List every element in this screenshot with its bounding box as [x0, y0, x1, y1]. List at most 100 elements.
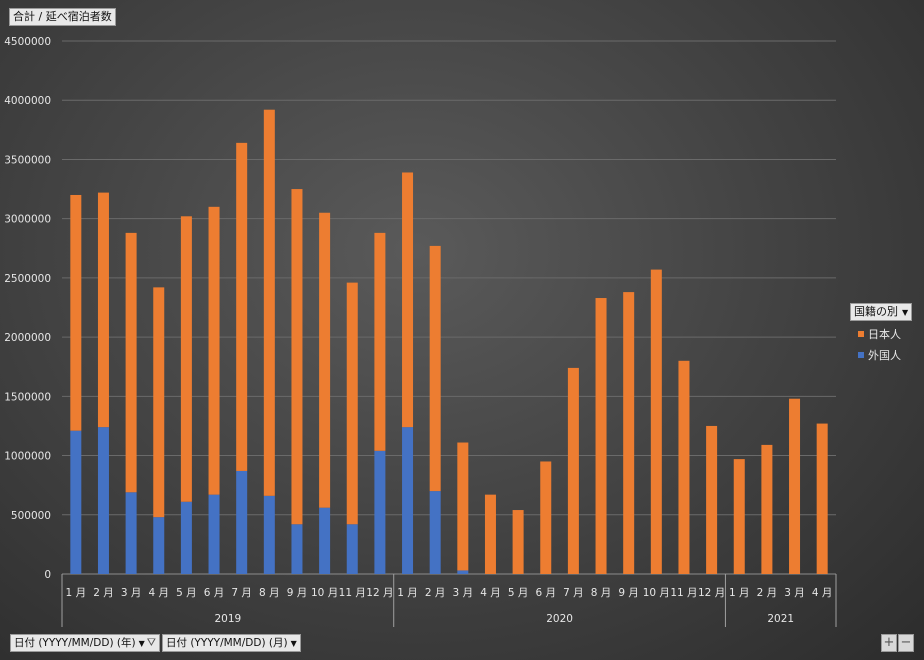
- bar-japanese[interactable]: [540, 461, 552, 574]
- x-tick-label: 10 月: [311, 587, 338, 599]
- legend: 国籍の別 ▼ 日本人 外国人: [850, 300, 920, 363]
- bar-foreign[interactable]: [291, 524, 303, 574]
- bar-japanese[interactable]: [706, 425, 718, 574]
- legend-swatch-foreign: [858, 352, 864, 358]
- bar-japanese[interactable]: [457, 442, 469, 571]
- bar-foreign[interactable]: [97, 427, 109, 574]
- y-tick-label: 3000000: [4, 214, 51, 226]
- bar-japanese[interactable]: [97, 192, 109, 428]
- y-tick-label: 2000000: [4, 332, 51, 344]
- bar-japanese[interactable]: [180, 216, 192, 502]
- bar-japanese[interactable]: [319, 212, 331, 508]
- bar-foreign[interactable]: [208, 494, 220, 574]
- bar-foreign[interactable]: [457, 570, 469, 574]
- year-filter-label: 日付 (YYYY/MM/DD) (年): [14, 637, 136, 649]
- x-tick-label: 4 月: [480, 587, 501, 599]
- year-filter-button[interactable]: 日付 (YYYY/MM/DD) (年) ▼ ⛛: [10, 634, 160, 652]
- x-tick-label: 2 月: [425, 587, 446, 599]
- x-tick-label: 11 月: [339, 587, 366, 599]
- bar-japanese[interactable]: [263, 109, 275, 496]
- x-group-label: 2021: [767, 613, 794, 625]
- x-tick-label: 9 月: [618, 587, 639, 599]
- x-tick-label: 5 月: [176, 587, 197, 599]
- x-tick-label: 5 月: [508, 587, 529, 599]
- y-tick-label: 1500000: [4, 391, 51, 403]
- bar-foreign[interactable]: [346, 524, 358, 574]
- bar-japanese[interactable]: [650, 269, 662, 574]
- x-group-label: 2020: [546, 613, 573, 625]
- bar-japanese[interactable]: [733, 459, 745, 574]
- x-tick-label: 9 月: [287, 587, 308, 599]
- month-filter-button[interactable]: 日付 (YYYY/MM/DD) (月) ▼: [162, 634, 301, 652]
- bar-japanese[interactable]: [291, 189, 303, 525]
- legend-item-japanese: 日本人: [850, 326, 920, 342]
- bar-japanese[interactable]: [678, 360, 690, 574]
- y-tick-label: 4000000: [4, 95, 51, 107]
- y-tick-label: 500000: [11, 510, 51, 522]
- x-tick-label: 7 月: [231, 587, 252, 599]
- bar-japanese[interactable]: [623, 292, 635, 574]
- bar-japanese[interactable]: [346, 282, 358, 525]
- bar-foreign[interactable]: [236, 470, 248, 574]
- x-tick-label: 1 月: [397, 587, 418, 599]
- value-field-label[interactable]: 合計 / 延べ宿泊者数: [9, 8, 116, 26]
- bar-japanese[interactable]: [761, 444, 773, 574]
- legend-title: 国籍の別: [854, 305, 898, 318]
- y-axis-tick-labels: 0 500000 1000000 1500000 2000000 2500000 30000…: [4, 36, 51, 581]
- x-tick-label: 3 月: [784, 587, 805, 599]
- legend-label-japanese: 日本人: [868, 328, 901, 341]
- bar-japanese[interactable]: [567, 367, 579, 574]
- dropdown-arrow-icon: ▼: [902, 308, 909, 317]
- x-tick-label: 4 月: [812, 587, 833, 599]
- bar-japanese[interactable]: [70, 194, 82, 431]
- collapse-field-button[interactable]: −: [898, 634, 914, 652]
- x-tick-label: 11 月: [670, 587, 697, 599]
- bar-japanese[interactable]: [595, 298, 607, 574]
- x-tick-label: 3 月: [453, 587, 474, 599]
- month-filter-label: 日付 (YYYY/MM/DD) (月): [166, 637, 288, 649]
- y-tick-label: 0: [44, 569, 51, 581]
- x-tick-label: 12 月: [366, 587, 393, 599]
- bar-japanese[interactable]: [402, 172, 414, 428]
- bar-japanese[interactable]: [512, 510, 524, 574]
- bar-japanese[interactable]: [374, 232, 386, 451]
- bar-japanese[interactable]: [789, 398, 801, 574]
- legend-item-foreign: 外国人: [850, 347, 920, 363]
- x-tick-label: 7 月: [563, 587, 584, 599]
- legend-swatch-japanese: [858, 331, 864, 337]
- y-tick-label: 2500000: [4, 273, 51, 285]
- bar-japanese[interactable]: [816, 423, 828, 574]
- bar-japanese[interactable]: [208, 206, 220, 495]
- legend-filter-button[interactable]: 国籍の別 ▼: [850, 303, 913, 321]
- gridlines: [62, 40, 836, 575]
- bar-japanese[interactable]: [429, 245, 441, 492]
- bar-japanese[interactable]: [484, 494, 496, 574]
- x-tick-label: 12 月: [698, 587, 725, 599]
- bar-foreign[interactable]: [429, 491, 441, 574]
- x-tick-label: 6 月: [204, 587, 225, 599]
- x-tick-label: 8 月: [259, 587, 280, 599]
- bars: [70, 109, 828, 574]
- filter-funnel-icon: ⛛: [146, 636, 156, 649]
- bar-japanese[interactable]: [236, 142, 248, 471]
- bar-foreign[interactable]: [180, 501, 192, 574]
- x-tick-label: 4 月: [148, 587, 169, 599]
- bar-japanese[interactable]: [153, 287, 165, 518]
- bar-foreign[interactable]: [153, 517, 165, 574]
- bar-foreign[interactable]: [263, 495, 275, 574]
- legend-label-foreign: 外国人: [868, 349, 901, 362]
- y-tick-label: 4500000: [4, 36, 51, 48]
- bar-foreign[interactable]: [125, 492, 137, 574]
- dropdown-arrow-icon: ▼: [138, 639, 145, 648]
- bar-foreign[interactable]: [319, 507, 331, 574]
- x-group-label: 2019: [214, 613, 241, 625]
- bar-foreign[interactable]: [70, 430, 82, 574]
- expand-field-button[interactable]: +: [881, 634, 897, 652]
- bar-foreign[interactable]: [374, 450, 386, 574]
- x-tick-label: 2 月: [757, 587, 778, 599]
- dropdown-arrow-icon: ▼: [290, 639, 297, 648]
- bar-foreign[interactable]: [402, 427, 414, 574]
- bar-japanese[interactable]: [125, 232, 137, 493]
